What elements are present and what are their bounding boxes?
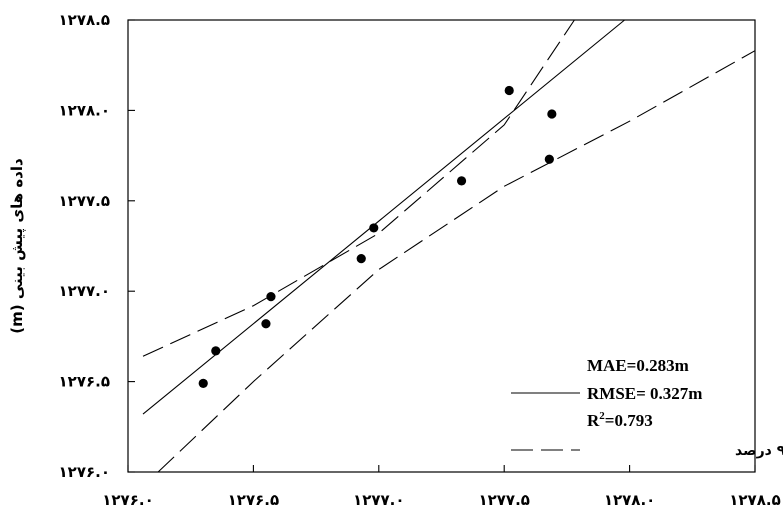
plot-frame [127, 19, 756, 473]
y-tick-label: ۱۲۷۷.۰ [59, 282, 110, 300]
y-tick-label: ۱۲۷۸.۰ [59, 101, 110, 119]
fit-line [142, 19, 625, 415]
x-tick-label: ۱۲۷۸.۵ [729, 491, 780, 509]
y-tick-label: ۱۲۷۶.۵ [59, 373, 110, 391]
lower-confidence-band [157, 50, 756, 473]
data-points [198, 85, 557, 389]
data-point [261, 319, 271, 329]
data-point [211, 346, 221, 356]
y-axis-title: داده های پیش بینی (m) [8, 158, 27, 334]
y-axis-ticks: ۱۲۷۶.۰ ۱۲۷۶.۵ ۱۲۷۷.۰ ۱۲۷۷.۵ ۱۲۷۸.۰ ۱۲۷۸.۵ [59, 11, 135, 481]
x-tick-label: ۱۲۷۷.۰ [353, 491, 404, 509]
x-tick-label: ۱۲۷۶.۵ [228, 491, 279, 509]
data-point [266, 292, 276, 302]
data-point [356, 254, 366, 264]
r2-base: R [587, 411, 600, 430]
data-point [547, 109, 557, 119]
data-point [456, 176, 467, 186]
y-tick-label: ۱۲۷۸.۵ [59, 11, 110, 29]
r2-superscript: 2 [599, 410, 605, 422]
data-point [369, 223, 379, 233]
data-point [544, 154, 554, 164]
x-axis-ticks: ۱۲۷۶.۰ ۱۲۷۶.۵ ۱۲۷۷.۰ ۱۲۷۷.۵ ۱۲۷۸.۰ ۱۲۷۸.۵ [102, 465, 781, 509]
chart-lines [142, 19, 756, 473]
y-tick-label: ۱۲۷۷.۵ [59, 192, 110, 210]
r2-text: R2=0.793 [587, 410, 653, 430]
legend-band-label: حدود ۹۹ درصد [735, 443, 783, 459]
legend: MAE=0.283m RMSE= 0.327m R2=0.793 حدود ۹۹… [511, 356, 783, 459]
mae-text: MAE=0.283m [587, 356, 689, 375]
x-tick-label: ۱۲۷۸.۰ [604, 491, 655, 509]
x-tick-label: ۱۲۷۶.۰ [102, 491, 153, 509]
rmse-text: RMSE= 0.327m [587, 384, 702, 403]
y-tick-label: ۱۲۷۶.۰ [59, 463, 110, 481]
upper-confidence-band [142, 19, 575, 357]
r2-value: =0.793 [605, 411, 653, 430]
data-point [198, 378, 208, 389]
x-tick-label: ۱۲۷۷.۵ [478, 491, 529, 509]
data-point [504, 85, 514, 96]
